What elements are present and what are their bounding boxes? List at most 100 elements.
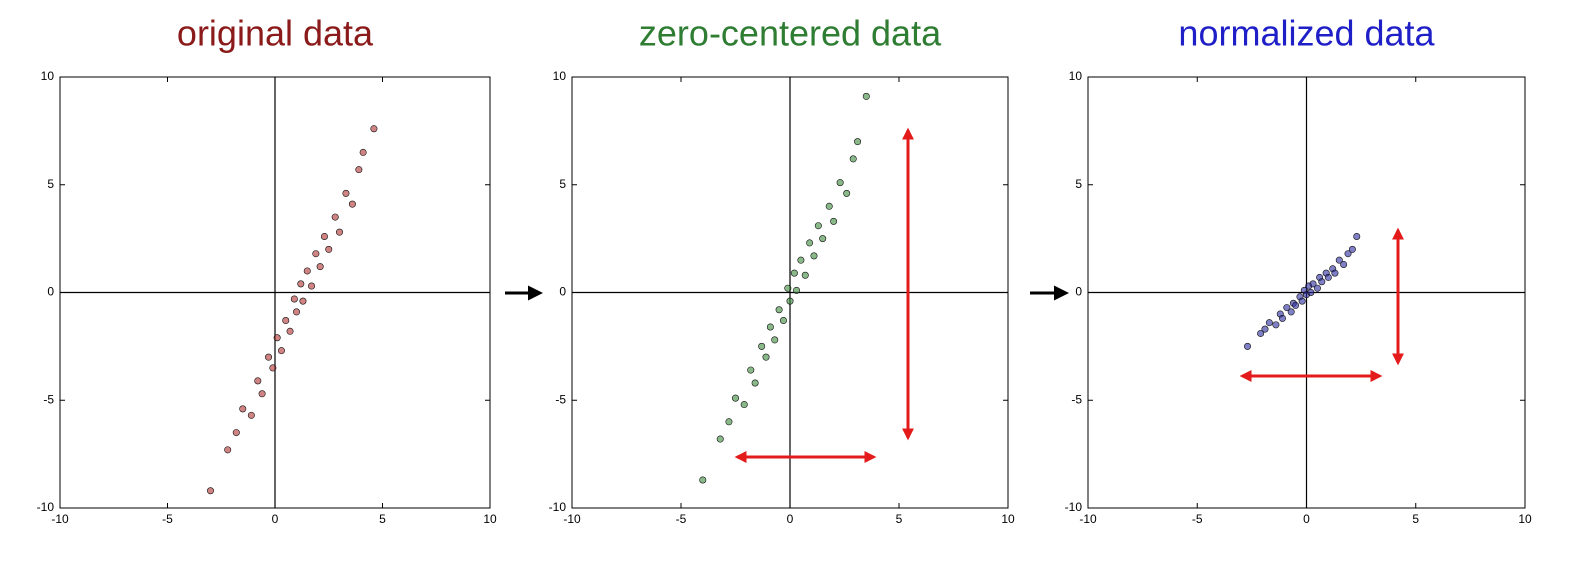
point <box>747 366 755 374</box>
point <box>247 411 255 419</box>
point <box>348 200 356 208</box>
point <box>1344 250 1352 258</box>
point <box>370 125 378 133</box>
x-tick-label: 10 <box>483 512 497 526</box>
point <box>751 379 759 387</box>
y-tick-label: 10 <box>41 69 55 83</box>
point <box>793 286 801 294</box>
point <box>1257 329 1265 337</box>
point <box>335 228 343 236</box>
x-tick-label: -10 <box>51 512 69 526</box>
chart-title: zero-centered data <box>639 13 942 54</box>
point <box>775 306 783 314</box>
point <box>292 308 300 316</box>
point <box>854 138 862 146</box>
point <box>297 280 305 288</box>
point <box>282 317 290 325</box>
point <box>1318 278 1326 286</box>
chart-title: original data <box>177 13 374 54</box>
y-tick-label: 0 <box>47 285 54 299</box>
point <box>771 336 779 344</box>
point <box>814 222 822 230</box>
y-tick-label: 0 <box>559 285 566 299</box>
point <box>1283 304 1291 312</box>
y-tick-label: -10 <box>1065 500 1083 514</box>
y-tick-label: 10 <box>553 69 567 83</box>
x-tick-label: 0 <box>1303 512 1310 526</box>
point <box>830 217 838 225</box>
point <box>265 353 273 361</box>
point <box>1331 269 1339 277</box>
point <box>355 166 363 174</box>
x-tick-label: 10 <box>1518 512 1532 526</box>
x-tick-label: 0 <box>787 512 794 526</box>
panel: normalized data -10 -5 0 5 10 -10 -5 0 5 10 <box>1065 13 1532 527</box>
x-tick-label: 5 <box>379 512 386 526</box>
point <box>320 232 328 240</box>
point <box>825 202 833 210</box>
point <box>731 394 739 402</box>
point <box>786 297 794 305</box>
y-tick-label: -10 <box>549 500 567 514</box>
y-tick-label: 5 <box>1075 177 1082 191</box>
point <box>331 213 339 221</box>
x-tick-label: 0 <box>272 512 279 526</box>
y-tick-label: 5 <box>559 177 566 191</box>
point <box>801 271 809 279</box>
point <box>849 155 857 163</box>
point <box>1298 297 1306 305</box>
x-tick-label: -5 <box>162 512 173 526</box>
x-tick-label: -10 <box>563 512 581 526</box>
point <box>273 334 281 342</box>
x-tick-label: -10 <box>1079 512 1097 526</box>
point <box>766 323 774 331</box>
point <box>740 401 748 409</box>
point <box>1292 301 1300 309</box>
x-tick-label: 5 <box>896 512 903 526</box>
panel: zero-centered data -10 -5 0 5 10 -10 -5 0 5 10 <box>549 13 1015 527</box>
point <box>290 295 298 303</box>
y-tick-label: 10 <box>1069 69 1083 83</box>
x-tick-label: 10 <box>1001 512 1015 526</box>
point <box>762 353 770 361</box>
point <box>1278 314 1286 322</box>
point <box>779 317 787 325</box>
point <box>325 245 333 253</box>
point <box>1265 319 1273 327</box>
x-tick-label: -5 <box>1192 512 1203 526</box>
point <box>725 418 733 426</box>
y-tick-label: -5 <box>43 392 54 406</box>
point <box>277 347 285 355</box>
point <box>1348 245 1356 253</box>
point <box>699 476 707 484</box>
point <box>819 235 827 243</box>
point <box>836 179 844 187</box>
point <box>810 252 818 260</box>
point <box>790 269 798 277</box>
point <box>269 364 277 372</box>
point <box>1309 280 1317 288</box>
point <box>303 267 311 275</box>
point <box>843 189 851 197</box>
y-tick-label: 5 <box>47 177 54 191</box>
point <box>342 189 350 197</box>
point <box>1307 288 1315 296</box>
y-tick-label: -5 <box>555 392 566 406</box>
x-tick-label: -5 <box>676 512 687 526</box>
panel: original data -10 -5 0 5 10 -10 -5 0 5 10 <box>37 13 497 527</box>
point <box>232 429 240 437</box>
point <box>784 284 792 292</box>
point <box>716 435 724 443</box>
point <box>286 327 294 335</box>
point <box>1335 256 1343 264</box>
point <box>308 282 316 290</box>
point <box>1287 308 1295 316</box>
point <box>239 405 247 413</box>
x-tick-label: 5 <box>1412 512 1419 526</box>
point <box>1313 284 1321 292</box>
point <box>862 92 870 100</box>
point <box>359 148 367 156</box>
point <box>207 487 215 495</box>
point <box>1324 273 1332 281</box>
